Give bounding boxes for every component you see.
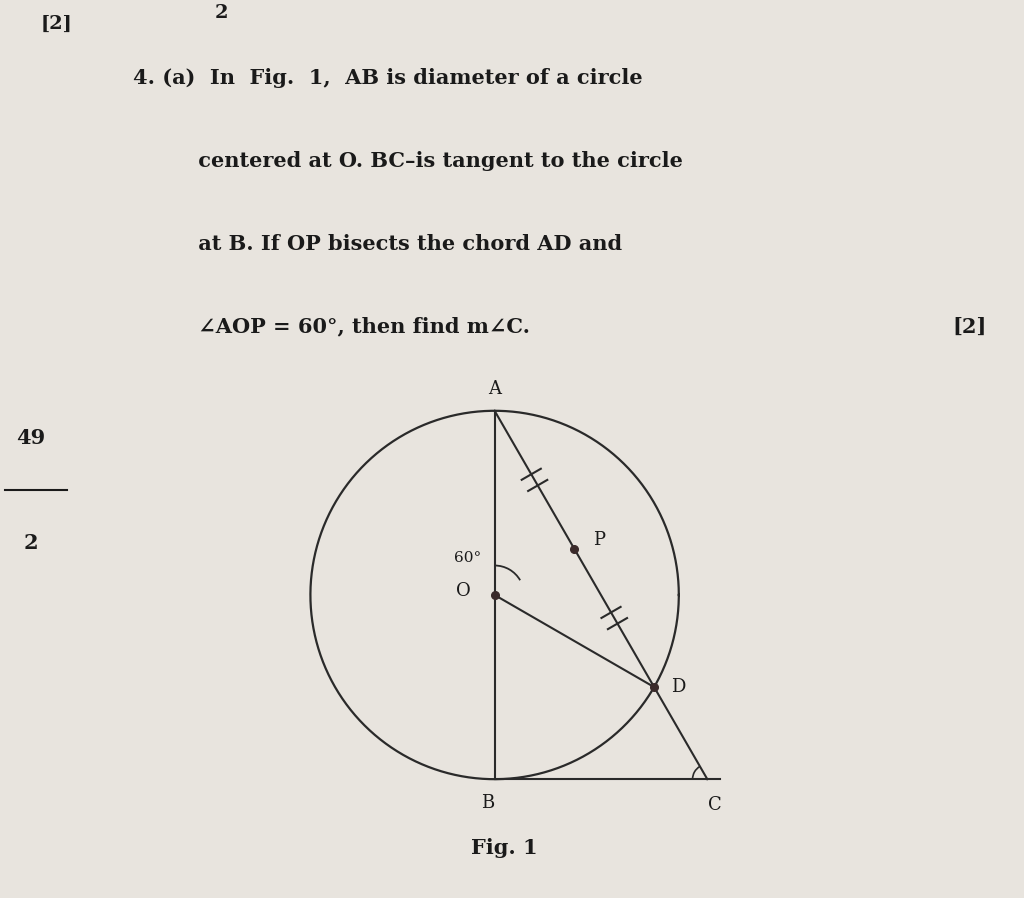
Text: at B. If OP bisects the chord AD and: at B. If OP bisects the chord AD and: [133, 233, 623, 254]
Text: Fig. 1: Fig. 1: [470, 838, 538, 858]
Text: 2: 2: [24, 533, 38, 553]
Text: 60°: 60°: [455, 551, 481, 565]
Text: A: A: [488, 380, 501, 398]
Text: [2]: [2]: [41, 15, 73, 33]
Text: C: C: [708, 796, 722, 814]
Text: B: B: [480, 794, 494, 812]
Text: O: O: [456, 582, 471, 600]
Text: ∠AOP = 60°, then find m∠C.: ∠AOP = 60°, then find m∠C.: [133, 317, 530, 337]
Text: D: D: [671, 678, 685, 696]
Text: [2]: [2]: [952, 317, 987, 337]
Text: centered at O. BC–is tangent to the circle: centered at O. BC–is tangent to the circ…: [133, 151, 683, 171]
Text: 4. (a)  In  Fig.  1,  AB is diameter of a circle: 4. (a) In Fig. 1, AB is diameter of a ci…: [133, 68, 643, 88]
Text: 2: 2: [215, 4, 228, 22]
Text: P: P: [593, 531, 605, 549]
Text: 49: 49: [16, 427, 45, 447]
